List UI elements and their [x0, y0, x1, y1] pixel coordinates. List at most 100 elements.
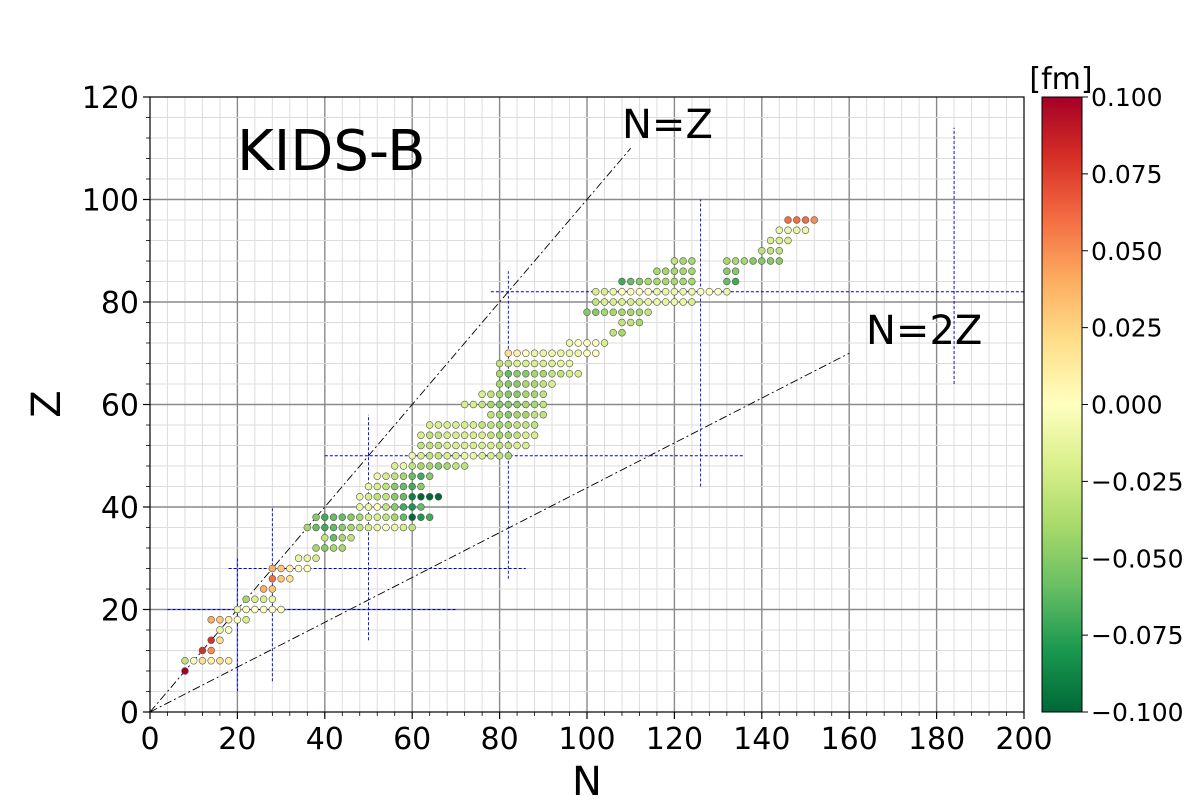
nucleus-point [801, 216, 810, 224]
y-tick-label: 120 [82, 81, 139, 116]
nucleus-point [408, 452, 416, 460]
nucleus-point [338, 544, 346, 552]
nucleus-point [565, 370, 574, 378]
nucleus-point [749, 257, 757, 265]
nucleus-point [443, 441, 451, 450]
grid [150, 97, 1024, 712]
nucleus-point [329, 534, 338, 542]
nucleus-point [513, 380, 521, 388]
nucleus-point [391, 513, 399, 521]
nucleus-point [460, 431, 469, 439]
nucleus-point [653, 288, 661, 296]
nucleus-point [469, 441, 478, 450]
nucleus-point [469, 400, 478, 409]
nucleus-point [793, 216, 801, 224]
nucleus-point [504, 431, 513, 439]
nucleus-point [216, 616, 224, 624]
nucleus-point [434, 462, 443, 470]
magic-number-lines [167, 127, 1024, 692]
nucleus-point [478, 400, 486, 409]
nucleus-point [425, 462, 434, 470]
nucleus-point [443, 431, 451, 439]
nucleus-point [251, 595, 259, 603]
nucleus-point [452, 441, 460, 450]
nucleus-point [425, 513, 434, 521]
x-tick-label: 20 [218, 722, 256, 757]
nucleus-point [443, 421, 451, 429]
colorbar-tick-label: 0.000 [1091, 391, 1163, 420]
nucleus-point [347, 513, 355, 521]
y-axis-label: Z [24, 390, 70, 417]
nucleus-point [382, 472, 390, 480]
nucleus-point [626, 308, 635, 316]
nucleus-point [626, 277, 635, 286]
nucleus-point [530, 349, 539, 357]
nucleus-point [670, 298, 679, 306]
x-axis-label: N [572, 759, 602, 800]
nucleus-point [408, 493, 416, 501]
nucleus-point [495, 431, 504, 439]
nucleus-point [513, 441, 521, 450]
nucleus-point [417, 472, 425, 480]
nucleus-point [251, 605, 259, 614]
nucleus-point [216, 657, 224, 665]
nucleus-point [495, 380, 504, 388]
nucleus-point [399, 503, 408, 511]
colorbar-tick-label: −0.100 [1091, 698, 1184, 727]
nucleus-point [434, 431, 443, 439]
x-tick-label: 160 [821, 722, 878, 757]
nucleus-point [574, 339, 582, 347]
nucleus-point [688, 257, 696, 265]
nucleus-point [670, 277, 679, 286]
nucleus-point [661, 298, 670, 306]
nucleus-point [408, 462, 416, 470]
nucleus-point [679, 298, 687, 306]
nucleus-point [408, 503, 416, 511]
nucleus-point [530, 380, 539, 388]
x-tick-label: 100 [558, 722, 615, 757]
nucleus-point [329, 544, 338, 552]
nucleus-point [653, 267, 661, 275]
nucleus-point [504, 349, 513, 357]
nucleus-point [259, 605, 268, 614]
nucleus-point [530, 370, 539, 378]
nucleus-point [592, 339, 600, 347]
nucleus-point [522, 349, 530, 357]
nucleus-point [356, 493, 364, 501]
nucleus-point [286, 575, 294, 583]
nucleus-point [460, 400, 469, 409]
nucleus-point [364, 513, 373, 521]
nucleus-point [504, 421, 513, 429]
nucleus-point [513, 421, 521, 429]
data-points [181, 216, 818, 675]
nucleus-point [356, 523, 364, 532]
nucleus-point [600, 339, 609, 347]
nucleus-point [609, 288, 617, 296]
nucleus-point [723, 277, 731, 286]
nucleus-point [801, 226, 810, 234]
nucleus-point [793, 226, 801, 234]
nucleus-point [766, 257, 775, 265]
colorbar-label: [fm] [1029, 62, 1092, 97]
nucleus-point [321, 534, 329, 542]
nucleus-point [338, 534, 346, 542]
nucleus-point [775, 247, 783, 255]
nucleus-point [347, 523, 355, 532]
nucleus-point [635, 298, 644, 306]
nucleus-point [452, 421, 460, 429]
nucleus-point [740, 257, 749, 265]
nucleus-point [382, 513, 390, 521]
nucleus-point [548, 349, 556, 357]
nucleus-point [679, 257, 687, 265]
nucleus-point [242, 595, 250, 603]
nucleus-point [513, 411, 521, 419]
nucleus-point [434, 441, 443, 450]
nucleus-point [417, 503, 425, 511]
nucleus-point [661, 277, 670, 286]
nucleus-point [242, 605, 250, 614]
nucleus-point [504, 411, 513, 419]
nucleus-point [504, 441, 513, 450]
nucleus-point [609, 308, 617, 316]
nucleus-point [495, 400, 504, 409]
nucleus-point [364, 523, 373, 532]
